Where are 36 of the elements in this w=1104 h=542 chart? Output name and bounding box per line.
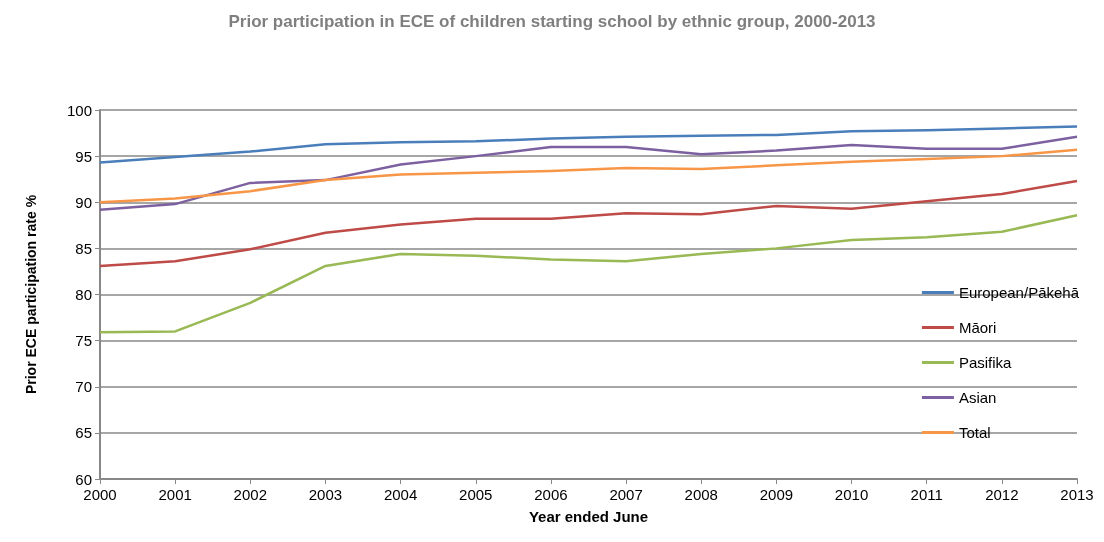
line-series xyxy=(98,135,1079,211)
y-tick-label: 70 xyxy=(75,378,92,396)
line-series xyxy=(98,148,1079,204)
legend-label: Total xyxy=(958,424,991,441)
y-tick-label: 60 xyxy=(75,470,92,488)
y-axis-title: Prior ECE participation rate % xyxy=(23,194,39,395)
y-tick-label: 85 xyxy=(75,239,92,257)
x-tick-label: 2012 xyxy=(985,486,1019,503)
x-tick-label: 2002 xyxy=(233,486,267,503)
x-tick-label: 2010 xyxy=(834,486,869,503)
y-tick-label: 95 xyxy=(75,147,92,165)
x-tick-label: 2005 xyxy=(459,486,493,503)
x-tick-label: 2007 xyxy=(609,486,643,503)
x-axis-title: Year ended June xyxy=(528,508,649,525)
x-tick-label: 2006 xyxy=(534,486,568,503)
legend-label: European/Pākehā xyxy=(958,284,1080,301)
y-tick-label: 90 xyxy=(75,193,92,211)
x-tick-label: 2009 xyxy=(759,486,794,503)
line-series xyxy=(98,213,1079,334)
line-series xyxy=(98,125,1079,164)
legend-label: Pasifika xyxy=(958,354,1013,371)
chart-title: Prior participation in ECE of children starting school by ethnic group, 2000-2013 xyxy=(228,12,876,31)
legend-label: Māori xyxy=(958,319,997,336)
x-tick-label: 2001 xyxy=(158,486,192,503)
x-tick-label: 2013 xyxy=(1060,486,1094,503)
y-tick-label: 80 xyxy=(75,286,92,303)
y-tick-label: 65 xyxy=(75,424,92,442)
x-tick-label: 2011 xyxy=(910,486,943,503)
x-tick-label: 2003 xyxy=(308,486,343,503)
x-tick-label: 2004 xyxy=(383,486,418,503)
x-tick-label: 2008 xyxy=(684,486,718,503)
y-tick-label: 75 xyxy=(75,332,92,350)
x-tick-label: 2000 xyxy=(83,486,117,503)
y-tick-label: 100 xyxy=(66,101,92,119)
legend-label: Asian xyxy=(958,389,997,406)
line-series xyxy=(98,179,1079,268)
